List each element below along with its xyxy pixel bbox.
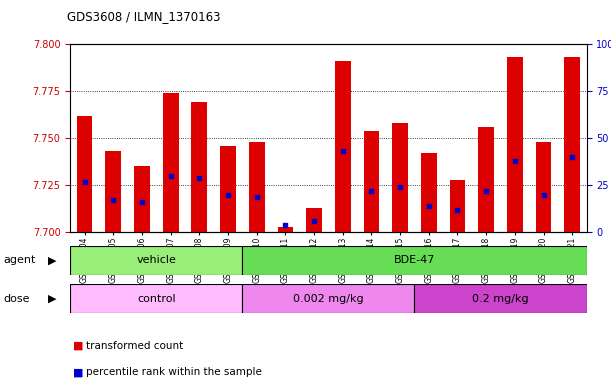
Text: ▶: ▶ [48, 255, 56, 265]
Bar [565, 57, 580, 232]
Point [223, 192, 233, 198]
Text: transformed count: transformed count [86, 341, 183, 351]
Point [280, 222, 290, 228]
Bar [191, 103, 207, 232]
Bar [478, 127, 494, 232]
Point [539, 192, 549, 198]
Bar [450, 180, 466, 232]
Point [510, 158, 520, 164]
Bar [306, 208, 322, 232]
Text: ■: ■ [73, 341, 84, 351]
Text: GDS3608 / ILMN_1370163: GDS3608 / ILMN_1370163 [67, 10, 221, 23]
Bar [220, 146, 236, 232]
Point [108, 197, 118, 204]
Point [166, 173, 175, 179]
Bar [364, 131, 379, 232]
Bar [70, 284, 243, 313]
Point [367, 188, 376, 194]
Point [424, 203, 434, 209]
Text: ■: ■ [73, 367, 84, 377]
Text: 0.002 mg/kg: 0.002 mg/kg [293, 293, 364, 304]
Bar [243, 284, 414, 313]
Bar [77, 116, 92, 232]
Text: BDE-47: BDE-47 [393, 255, 435, 265]
Bar [163, 93, 178, 232]
Bar [507, 57, 523, 232]
Bar [335, 61, 351, 232]
Text: dose: dose [3, 293, 29, 304]
Point [137, 199, 147, 205]
Point [338, 148, 348, 154]
Bar [249, 142, 265, 232]
Bar [106, 151, 121, 232]
Bar [392, 123, 408, 232]
Text: vehicle: vehicle [136, 255, 176, 265]
Point [568, 154, 577, 160]
Text: 0.2 mg/kg: 0.2 mg/kg [472, 293, 529, 304]
Point [453, 207, 463, 213]
Bar [277, 227, 293, 232]
Bar [70, 246, 243, 275]
Text: percentile rank within the sample: percentile rank within the sample [86, 367, 262, 377]
Text: agent: agent [3, 255, 35, 265]
Bar [536, 142, 551, 232]
Point [481, 188, 491, 194]
Point [252, 194, 262, 200]
Text: ▶: ▶ [48, 293, 56, 304]
Bar [421, 153, 437, 232]
Point [309, 218, 319, 224]
Text: control: control [137, 293, 175, 304]
Point [79, 179, 89, 185]
Bar [134, 166, 150, 232]
Point [194, 175, 204, 181]
Bar [243, 246, 587, 275]
Bar [414, 284, 587, 313]
Point [395, 184, 405, 190]
